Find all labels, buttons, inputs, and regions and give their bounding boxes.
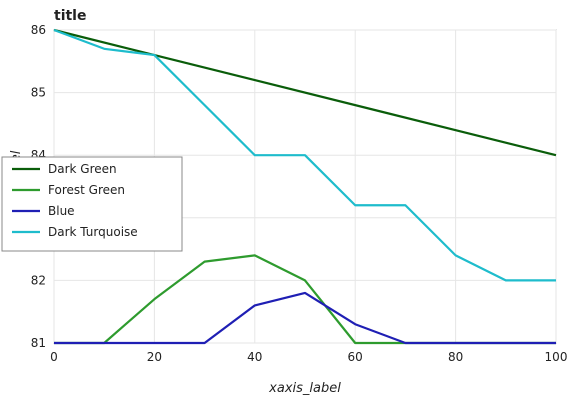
y-tick-label: 86 <box>31 23 46 37</box>
x-tick-label: 0 <box>50 350 58 364</box>
legend-label: Forest Green <box>48 183 125 197</box>
legend-label: Dark Turquoise <box>48 225 138 239</box>
x-tick-label: 60 <box>348 350 363 364</box>
y-tick-label: 85 <box>31 86 46 100</box>
x-tick-label: 100 <box>545 350 568 364</box>
chart-title: title <box>54 8 86 24</box>
y-tick-label: 82 <box>31 273 46 287</box>
y-tick-label: 81 <box>31 336 46 350</box>
legend-label: Blue <box>48 204 75 218</box>
x-tick-label: 80 <box>448 350 463 364</box>
x-tick-label: 40 <box>247 350 262 364</box>
legend: Dark Green Forest Green Blue Dark Turquoise <box>1 156 183 252</box>
series-line-3 <box>53 28 556 282</box>
series-line-2 <box>54 291 556 345</box>
x-axis-ticks: 0 20 40 60 80 100 <box>50 350 567 364</box>
legend-label: Dark Green <box>48 162 117 176</box>
series-line-0 <box>53 28 557 157</box>
x-axis-title: xaxis_label <box>268 381 341 396</box>
legend-box <box>1 156 183 252</box>
series-lines <box>53 28 557 345</box>
x-tick-label: 20 <box>147 350 162 364</box>
